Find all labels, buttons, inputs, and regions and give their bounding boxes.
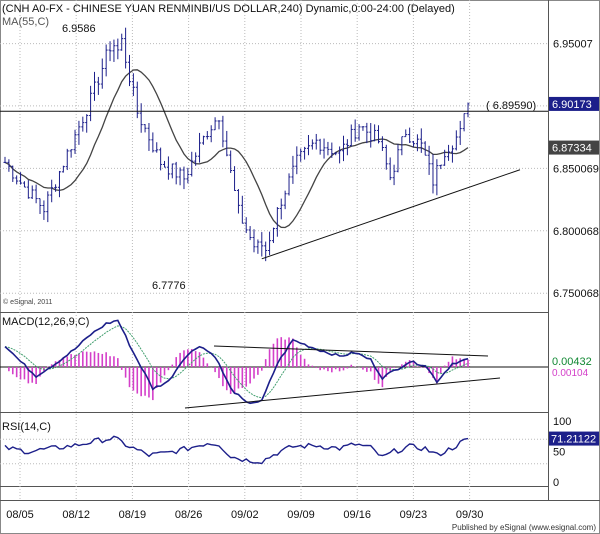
- footer-text: Published by eSignal (www.esignal.com): [452, 523, 596, 532]
- x-tick-label: 09/02: [231, 509, 259, 521]
- rsi-last-value: 71.21122: [551, 434, 596, 446]
- signal-last-value: 0.00104: [552, 368, 589, 379]
- rsi-title: RSI(14,C): [2, 421, 51, 433]
- rsi-tick-label: 0: [553, 477, 559, 489]
- ma-price-value: 6.87334: [552, 143, 592, 155]
- y-tick-label: 6.750068: [553, 288, 599, 300]
- ma-label: MA(55,C): [2, 16, 49, 28]
- ma-55-line: [4, 69, 469, 229]
- macd-line: [4, 319, 469, 405]
- macd-title: MACD(12,26,9,C): [2, 316, 89, 328]
- x-tick-label: 09/30: [456, 509, 484, 521]
- swing-low-label: 6.7776: [152, 280, 186, 292]
- copyright-text: © eSignal, 2011: [3, 298, 53, 306]
- macd-upper-trendline: [213, 345, 489, 357]
- x-tick-label: 08/12: [62, 509, 90, 521]
- resistance-value: ( 6.89590): [486, 100, 536, 112]
- rsi-line: [4, 435, 469, 465]
- rsi-value-box: [549, 431, 599, 446]
- x-tick-label: 09/23: [400, 509, 428, 521]
- x-tick-label: 08/05: [6, 509, 34, 521]
- y-tick-label: 6.800068: [553, 226, 599, 238]
- ma-price-box: [549, 140, 599, 155]
- chart-title: (CNH A0-FX - CHINESE YUAN RENMINBI/US DO…: [2, 3, 455, 15]
- swing-high-label: 6.9586: [62, 23, 96, 35]
- y-tick-label: 6.95007: [553, 39, 593, 51]
- macd-last-value: 0.00432: [552, 356, 592, 368]
- x-tick-label: 09/16: [343, 509, 371, 521]
- support-trendline: [261, 169, 521, 260]
- x-tick-label: 08/26: [175, 509, 203, 521]
- rsi-tick-label: 50: [553, 447, 565, 459]
- x-tick-label: 08/19: [119, 509, 147, 521]
- macd-lower-trendline: [184, 377, 501, 409]
- last-price-value: 6.90173: [552, 99, 592, 111]
- last-price-box: [549, 96, 599, 111]
- x-tick-label: 09/09: [287, 509, 315, 521]
- macd-value-box: [549, 354, 599, 368]
- rsi-tick-label: 100: [553, 416, 571, 428]
- y-tick-label: 6.850069: [553, 163, 599, 175]
- macd-signal-line: [4, 325, 469, 399]
